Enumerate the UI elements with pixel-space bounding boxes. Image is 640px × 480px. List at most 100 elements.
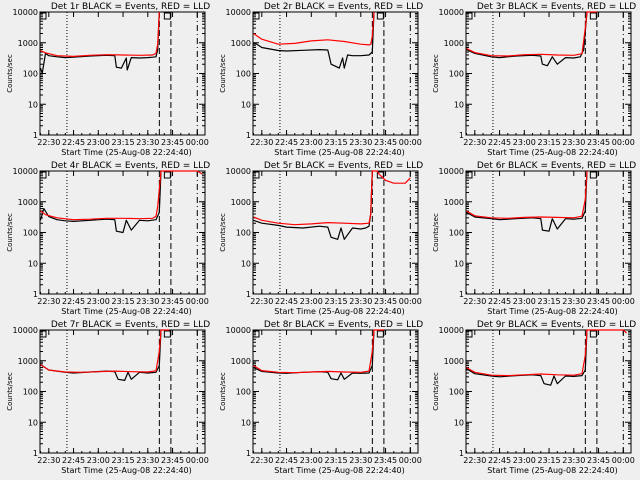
- y-tick-label: 10000: [13, 167, 38, 176]
- y-tick-label: 100: [23, 229, 38, 238]
- x-tick-label: 22:45: [488, 456, 511, 465]
- panel-title: Det 7r BLACK = Events, RED = LLD: [51, 320, 210, 330]
- x-tick-label: 22:30: [37, 456, 60, 465]
- plot-frame: [252, 11, 419, 136]
- lld-series-line: [466, 170, 588, 219]
- x-tick-label: 23:00: [300, 456, 323, 465]
- x-tick-label: 22:45: [275, 456, 298, 465]
- y-tick-label: 100: [23, 70, 38, 79]
- x-tick-label: 00:00: [399, 456, 422, 465]
- y-axis-label: Counts/sec: [432, 54, 440, 93]
- offscale-marker: [376, 12, 384, 20]
- x-tick-label: 23:30: [349, 297, 372, 306]
- x-tick-label: 23:00: [87, 297, 110, 306]
- x-tick-label: 22:45: [488, 297, 511, 306]
- offscale-marker: [163, 330, 171, 338]
- y-axis-label: Counts/sec: [219, 54, 227, 93]
- y-tick-label: 10: [241, 100, 251, 109]
- x-tick-label: 23:45: [587, 297, 610, 306]
- panel-title: Det 6r BLACK = Events, RED = LLD: [477, 161, 636, 171]
- x-tick-label: 23:15: [538, 138, 561, 147]
- x-axis-label: Start Time (25-Aug-08 22:24:40): [274, 466, 405, 475]
- x-tick-label: 22:45: [488, 138, 511, 147]
- x-axis-label: Start Time (25-Aug-08 22:24:40): [61, 148, 192, 157]
- panel-title: Det 8r BLACK = Events, RED = LLD: [264, 320, 423, 330]
- x-axis-label: Start Time (25-Aug-08 22:24:40): [61, 307, 192, 316]
- y-tick-label: 10000: [13, 326, 38, 335]
- x-axis-label: Start Time (25-Aug-08 22:24:40): [487, 148, 618, 157]
- y-axis-label: Counts/sec: [219, 213, 227, 252]
- x-tick-label: 00:00: [186, 456, 209, 465]
- y-tick-label: 10: [28, 418, 38, 427]
- y-tick-label: 10: [241, 259, 251, 268]
- panel-title: Det 3r BLACK = Events, RED = LLD: [477, 2, 636, 12]
- panel-title: Det 4r BLACK = Events, RED = LLD: [51, 161, 210, 171]
- x-axis-label: Start Time (25-Aug-08 22:24:40): [61, 466, 192, 475]
- events-series-line: [39, 11, 160, 75]
- y-tick-label: 10000: [226, 167, 251, 176]
- x-tick-label: 23:15: [325, 297, 348, 306]
- x-tick-label: 22:45: [62, 456, 85, 465]
- lld-series-line: [253, 170, 411, 226]
- offscale-marker: [465, 330, 473, 338]
- events-series-line: [253, 170, 373, 240]
- x-tick-label: 22:45: [275, 297, 298, 306]
- x-tick-label: 23:45: [374, 456, 397, 465]
- y-tick-label: 10: [28, 100, 38, 109]
- events-series-line: [253, 11, 375, 69]
- x-tick-label: 23:15: [538, 456, 561, 465]
- y-tick-label: 100: [449, 229, 464, 238]
- detector-panel-9: Det 9r BLACK = Events, RED = LLD 1 10 100 10…: [432, 320, 636, 475]
- y-tick-label: 1: [246, 290, 251, 299]
- y-tick-label: 1000: [231, 198, 251, 207]
- x-tick-label: 23:00: [87, 138, 110, 147]
- panel-title: Det 9r BLACK = Events, RED = LLD: [477, 320, 636, 330]
- x-tick-label: 23:30: [136, 456, 159, 465]
- lld-series-line: [40, 11, 160, 58]
- y-tick-label: 100: [236, 229, 251, 238]
- offscale-marker: [252, 12, 260, 20]
- offscale-marker: [465, 171, 473, 179]
- y-tick-label: 1: [459, 449, 464, 458]
- detector-panel-2: Det 2r BLACK = Events, RED = LLD 1 10 100 10…: [219, 2, 423, 157]
- x-tick-label: 23:30: [562, 297, 585, 306]
- x-tick-label: 23:00: [513, 456, 536, 465]
- panel-title: Det 5r BLACK = Events, RED = LLD: [264, 161, 423, 171]
- offscale-marker: [39, 330, 47, 338]
- x-axis-label: Start Time (25-Aug-08 22:24:40): [274, 148, 405, 157]
- offscale-marker: [163, 12, 171, 20]
- y-tick-label: 10000: [439, 167, 464, 176]
- detector-panel-5: Det 5r BLACK = Events, RED = LLD 1 10 100 10…: [219, 161, 423, 316]
- x-tick-label: 23:30: [562, 456, 585, 465]
- x-tick-label: 23:15: [112, 456, 135, 465]
- x-tick-label: 23:45: [587, 456, 610, 465]
- x-axis-label: Start Time (25-Aug-08 22:24:40): [274, 307, 405, 316]
- y-tick-label: 1: [246, 131, 251, 140]
- offscale-marker: [39, 12, 47, 20]
- x-tick-label: 22:45: [62, 138, 85, 147]
- x-tick-label: 00:00: [612, 456, 635, 465]
- x-tick-label: 23:15: [325, 456, 348, 465]
- offscale-marker: [39, 171, 47, 179]
- x-tick-label: 22:30: [250, 456, 273, 465]
- x-tick-label: 22:30: [463, 138, 486, 147]
- x-tick-label: 23:30: [562, 138, 585, 147]
- offscale-marker: [252, 330, 260, 338]
- x-tick-label: 23:45: [161, 138, 184, 147]
- y-tick-label: 10: [454, 418, 464, 427]
- x-tick-label: 23:30: [136, 297, 159, 306]
- y-axis-label: Counts/sec: [219, 372, 227, 411]
- x-tick-label: 00:00: [612, 297, 635, 306]
- panel-title: Det 1r BLACK = Events, RED = LLD: [51, 2, 210, 12]
- x-tick-label: 22:30: [37, 297, 60, 306]
- plot-frame: [465, 170, 632, 295]
- x-tick-label: 22:30: [250, 138, 273, 147]
- plot-frame: [252, 329, 419, 454]
- x-tick-label: 23:15: [325, 138, 348, 147]
- events-series-line: [39, 170, 162, 234]
- y-tick-label: 100: [449, 388, 464, 397]
- y-tick-label: 10000: [226, 326, 251, 335]
- x-tick-label: 23:15: [538, 297, 561, 306]
- y-tick-label: 1000: [18, 198, 38, 207]
